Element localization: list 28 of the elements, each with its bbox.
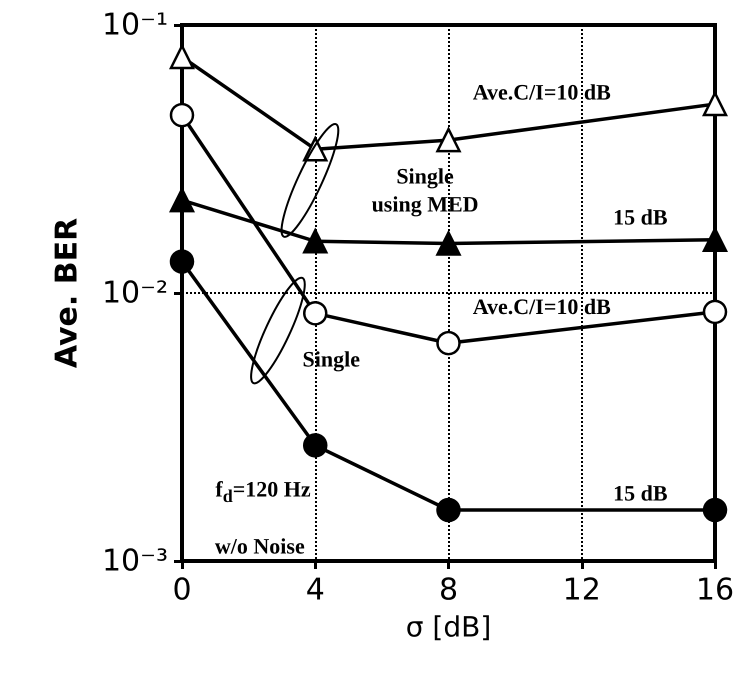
x-tick-label: 16 xyxy=(696,572,734,608)
point xyxy=(702,498,728,522)
annotation: 15 dB xyxy=(613,480,668,506)
point xyxy=(436,498,461,522)
x-axis-title: σ [dB] xyxy=(406,610,492,644)
point xyxy=(303,301,328,326)
x-tick-label: 4 xyxy=(306,572,325,608)
annotation: Ave.C/I=10 dB xyxy=(472,294,612,319)
x-tick-label: 12 xyxy=(562,572,601,608)
annotation: 15 dB xyxy=(613,204,668,230)
annotation: Single using MED xyxy=(372,164,479,217)
point xyxy=(702,300,728,324)
x-tick-label: 0 xyxy=(172,572,192,608)
annotation: w/o Noise xyxy=(214,533,305,558)
y-tick-label: 10⁻¹ xyxy=(102,8,168,42)
point xyxy=(170,102,194,128)
point xyxy=(436,128,461,152)
annotation: Ave.C/I=10 dB xyxy=(472,80,612,104)
point xyxy=(303,228,328,254)
x-tick-label: 8 xyxy=(438,572,458,608)
point xyxy=(170,249,194,274)
point xyxy=(436,330,461,356)
point xyxy=(303,433,328,458)
annotation: Single xyxy=(302,346,360,372)
y-axis-title: Ave. BER xyxy=(50,218,84,368)
y-tick-label: 10⁻² xyxy=(102,276,168,310)
point xyxy=(436,231,461,256)
y-tick-label: 10⁻³ xyxy=(102,544,168,578)
